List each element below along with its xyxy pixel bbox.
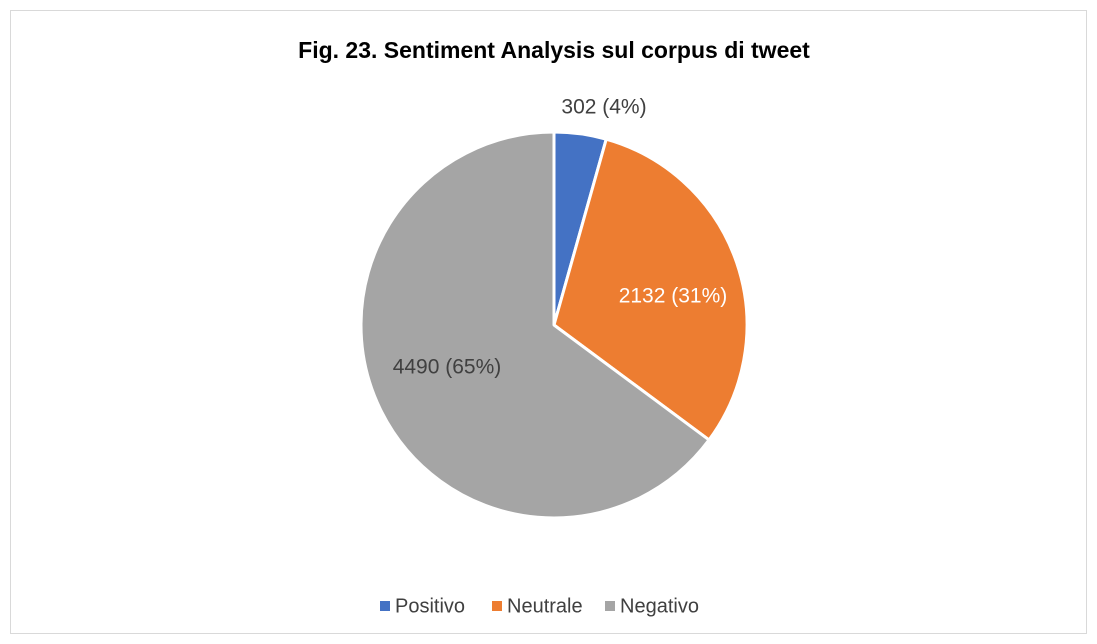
pie-slice	[359, 130, 711, 520]
legend-label: Positivo	[395, 595, 465, 617]
data-label: 302 (4%)	[561, 96, 646, 119]
legend-label: Negativo	[620, 595, 699, 617]
data-label: 4490 (65%)	[393, 356, 502, 379]
data-label: 2132 (31%)	[619, 285, 728, 308]
chart-title: Fig. 23. Sentiment Analysis sul corpus d…	[298, 37, 810, 63]
pie-slice	[552, 137, 749, 442]
legend-swatch	[605, 601, 615, 611]
legend-swatch	[380, 601, 390, 611]
legend-swatch	[492, 601, 502, 611]
legend-label: Neutrale	[507, 595, 583, 617]
